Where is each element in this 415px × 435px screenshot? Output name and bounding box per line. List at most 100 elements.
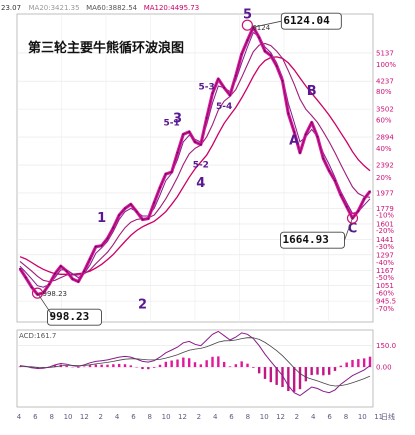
price-tick-label: -50% [376,274,394,282]
price-tick-label: -20% [376,227,394,235]
price-point [142,219,144,221]
x-tick-label: 8 [246,413,250,421]
price-point [241,53,243,55]
price-point [357,210,359,212]
price-point [124,207,126,209]
price-point [276,65,278,67]
callout-value: 6124.04 [283,14,330,27]
price-tick-label: 4237 [376,78,394,86]
price-point [89,258,91,260]
price-point [328,170,330,172]
wave-label: 2 [138,297,147,312]
price-point [311,121,313,123]
price-point [188,131,190,133]
price-tick-label: 2894 [376,134,394,142]
x-tick-label: 12 [178,413,187,421]
price-tick-label: 40% [376,145,392,153]
price-point [270,55,272,57]
pivot-inline-label: 998.23 [43,290,68,298]
price-point [130,203,132,205]
x-tick-label: 12 [80,413,89,421]
price-tick-label: -30% [376,243,394,251]
price-point [171,171,173,173]
price-point [19,268,21,270]
price-tick-label: 3502 [376,106,394,114]
price-point [107,238,109,240]
x-tick-label: 10 [162,413,171,421]
callout-value: 998.23 [50,310,90,323]
price-point [182,133,184,135]
price-point [54,273,56,275]
price-point [346,206,348,208]
price-point [293,131,295,133]
price-point [223,87,225,89]
ma-legend-item: 23.07 [1,4,21,12]
wave-label: 5-2 [193,161,209,171]
price-tick-label: 60% [376,117,392,125]
wave-label: B [307,84,317,99]
x-tick-label: 10 [260,413,269,421]
x-tick-label: 6 [131,413,136,421]
x-tick-label: 4 [115,413,120,421]
price-tick-label: 100% [376,61,396,69]
macd-label: ACD:161.7 [19,332,56,340]
price-point [369,190,371,192]
macd-tick-label: 0.00 [376,364,392,372]
x-tick-label: 6 [229,413,234,421]
ma-legend-item: MA60:3882.54 [86,4,138,12]
macd-tick-label: 150.0 [376,342,396,350]
price-point [217,78,219,80]
price-point [66,270,68,272]
price-point [95,246,97,248]
x-tick-label: 12 [276,413,285,421]
price-point [136,211,138,213]
x-tick-label: 8 [49,413,53,421]
x-tick-label: 日线 [381,412,395,421]
price-tick-label: -60% [376,289,394,297]
price-point [305,133,307,135]
wave-label: 5-3 [199,83,215,93]
x-tick-label: 10 [64,413,73,421]
x-tick-label: 6 [33,413,38,421]
price-tick-label: 1977 [376,189,394,197]
price-point [48,283,50,285]
x-tick-label: 10 [358,413,367,421]
price-point [31,286,33,288]
wave-label: 1 [97,211,106,226]
callout-value: 1664.93 [283,233,329,246]
price-point [101,245,103,247]
price-point [287,113,289,115]
x-tick-label: 8 [148,413,152,421]
price-point [118,214,120,216]
price-point [317,136,319,138]
price-point [147,218,149,220]
ma-legend-item: MA120:4495.73 [144,4,200,12]
x-tick-label: 4 [213,413,218,421]
price-point [112,227,114,229]
wave-label: 5-1 [164,119,180,129]
price-point [165,173,167,175]
x-tick-label: 4 [17,413,22,421]
x-tick-label: 2 [197,413,201,421]
ma-legend-item: MA20:3421.35 [29,4,80,12]
x-tick-label: 6 [327,413,332,421]
price-point [60,265,62,267]
wave-label: 5-4 [216,102,232,112]
price-point [258,37,260,39]
price-point [25,277,27,279]
price-tick-label: 5137 [376,49,394,57]
wave-label: 4 [196,176,205,191]
price-point [77,281,79,283]
price-point [153,202,155,204]
price-point [72,278,74,280]
x-tick-label: 2 [99,413,103,421]
chart-title: 第三轮主要牛熊循环波浪图 [28,40,184,56]
x-tick-label: 2 [295,413,299,421]
price-point [322,158,324,160]
price-tick-label: 2392 [376,162,394,170]
price-point [282,80,284,82]
price-point [363,198,365,200]
price-point [206,117,208,119]
price-point [247,39,249,41]
